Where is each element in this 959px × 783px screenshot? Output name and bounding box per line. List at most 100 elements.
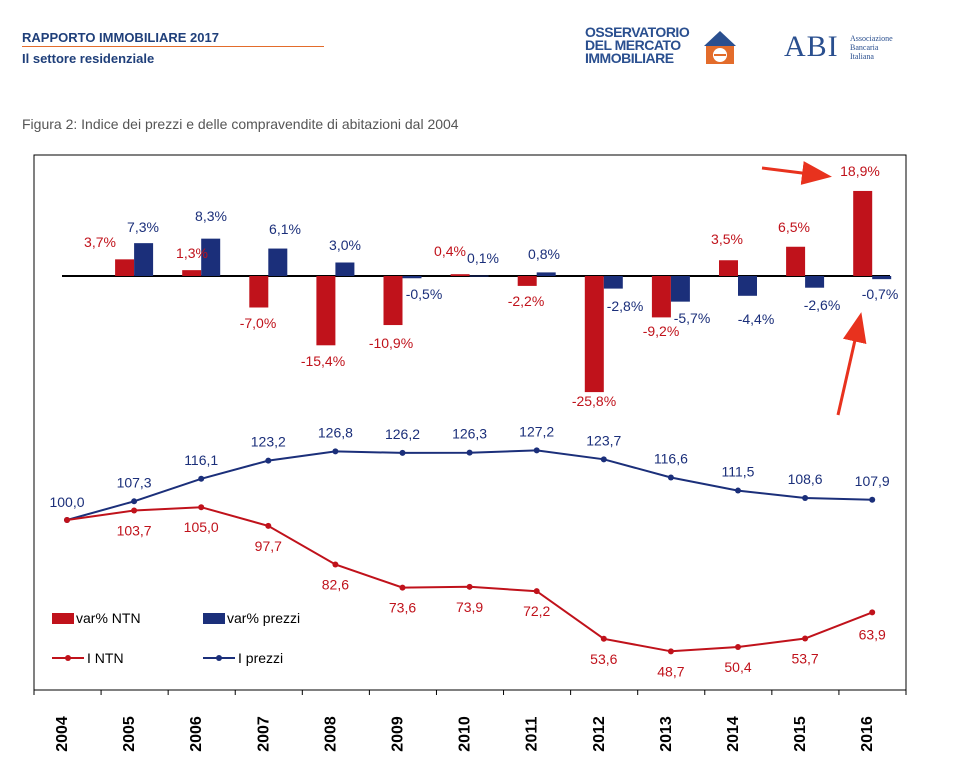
label-intn-2007: 97,7 [255, 538, 282, 554]
label-ntn-2012: -25,8% [572, 393, 616, 409]
point-ntn-2010 [466, 583, 473, 590]
point-ntn-2007 [265, 522, 272, 529]
label-intn-2006: 105,0 [184, 519, 219, 535]
label-iprezzi-2016: 107,9 [855, 473, 890, 489]
point-prezzi-2013 [667, 474, 674, 481]
label-prezzi-2010: 0,1% [467, 250, 499, 266]
label-ntn-2006: 1,3% [176, 245, 208, 261]
label-intn-2011: 72,2 [523, 603, 550, 619]
label-iprezzi-2006: 116,1 [184, 452, 218, 468]
label-iprezzi-2008: 126,8 [318, 424, 353, 440]
bar-prezzi-2012 [603, 276, 623, 289]
label-prezzi-2015: -2,6% [804, 297, 841, 313]
label-prezzi-2009: -0,5% [406, 286, 443, 302]
label-prezzi-2014: -4,4% [738, 311, 775, 327]
label-intn-2008: 82,6 [322, 577, 349, 593]
annotation-arrow-prezzi [836, 312, 867, 416]
bar-ntn-2016 [853, 190, 873, 276]
year-label-2005: 2005 [121, 716, 138, 752]
point-prezzi-2011 [533, 447, 540, 454]
label-intn-2016: 63,9 [859, 626, 886, 642]
label-iprezzi-2010: 126,3 [452, 426, 487, 442]
abi-logo: ABI [784, 30, 839, 63]
label-prezzi-2011: 0,8% [528, 246, 560, 262]
point-ntn-2012 [600, 635, 607, 642]
label-prezzi-2008: 3,0% [329, 237, 361, 253]
bar-ntn-2013 [651, 276, 671, 318]
point-prezzi-2008 [332, 448, 339, 455]
label-prezzi-2016: -0,7% [862, 286, 899, 302]
point-ntn-2006 [198, 504, 205, 511]
point-ntn-2005 [131, 507, 138, 514]
bar-prezzi-2016 [872, 276, 892, 280]
label-intn-2015: 53,7 [791, 651, 818, 667]
bar-prezzi-2014 [738, 276, 757, 296]
figure-caption: Figura 2: Indice dei prezzi e delle comp… [22, 116, 459, 132]
legend-ntn-swatch [52, 613, 74, 624]
year-label-2015: 2015 [792, 716, 809, 752]
legend-ntn-label: var% NTN [76, 610, 141, 626]
point-ntn-2009 [399, 584, 406, 591]
label-ntn-2014: 3,5% [711, 231, 743, 247]
point-ntn-2011 [533, 588, 540, 595]
year-label-2006: 2006 [188, 716, 205, 752]
label-ntn-2009: -10,9% [369, 335, 413, 351]
bar-ntn-2011 [517, 276, 537, 286]
omi-logo-text: OSSERVATORIO DEL MERCATO IMMOBILIARE [585, 24, 690, 65]
label-iprezzi-2007: 123,2 [251, 434, 286, 450]
point-prezzi-2005 [131, 498, 138, 505]
label-ntn-2007: -7,0% [240, 315, 277, 331]
point-ntn-2008 [332, 561, 339, 568]
year-label-2008: 2008 [322, 716, 339, 752]
bar-ntn-2006 [182, 270, 202, 276]
report-title: RAPPORTO IMMOBILIARE 2017 [22, 30, 219, 45]
legend-prezzi-label: var% prezzi [227, 610, 300, 626]
year-label-2013: 2013 [658, 716, 675, 752]
point-ntn-2004 [64, 517, 70, 523]
legend-intn-marker [65, 655, 71, 661]
annotation-arrow-ntn [761, 161, 832, 185]
label-prezzi-2013: -5,7% [674, 310, 711, 326]
label-intn-2013: 48,7 [657, 663, 684, 679]
year-label-2014: 2014 [725, 716, 742, 752]
bar-prezzi-2010 [469, 275, 489, 277]
label-ntn-2010: 0,4% [434, 243, 466, 259]
omi-emblem-icon [704, 31, 736, 64]
abi-logo-subtext: Associazione Bancaria Italiana [850, 34, 893, 61]
point-prezzi-2007 [265, 457, 272, 464]
label-intn-2012: 53,6 [590, 651, 617, 667]
abi-line-1: Associazione [850, 34, 893, 43]
label-iprezzi-2013: 116,6 [654, 451, 688, 467]
bar-ntn-2014 [719, 260, 738, 276]
point-ntn-2015 [802, 635, 809, 642]
omi-logo-line-2: DEL MERCATO [585, 37, 681, 53]
label-intn-2005: 103,7 [117, 523, 152, 539]
report-subtitle: Il settore residenziale [22, 51, 155, 66]
label-intn-2009: 73,6 [389, 600, 416, 616]
label-iprezzi-2011: 127,2 [519, 423, 554, 439]
bar-prezzi-2005 [134, 243, 154, 276]
bar-ntn-2015 [786, 246, 806, 276]
legend-iprezzi-label: I prezzi [238, 650, 283, 666]
point-prezzi-2006 [198, 475, 205, 482]
label-prezzi-2006: 8,3% [195, 208, 227, 224]
legend-prezzi-swatch [203, 613, 225, 624]
label-ntn-2015: 6,5% [778, 219, 810, 235]
year-label-2004: 2004 [54, 716, 71, 752]
bar-ntn-2010 [450, 274, 470, 276]
abi-line-2: Bancaria [850, 43, 879, 52]
point-prezzi-2010 [466, 449, 473, 456]
label-prezzi-2007: 6,1% [269, 221, 301, 237]
omi-logo-line-1: OSSERVATORIO [585, 24, 690, 40]
label-ntn-2013: -9,2% [643, 323, 680, 339]
label-iprezzi-2015: 108,6 [788, 471, 823, 487]
label-prezzi-2012: -2,8% [607, 298, 644, 314]
label-intn-2010: 73,9 [456, 599, 483, 615]
bar-prezzi-2006 [201, 238, 221, 276]
point-prezzi-2009 [399, 449, 406, 456]
label-ntn-2016: 18,9% [840, 163, 880, 179]
bar-prezzi-2011 [536, 272, 556, 276]
bar-ntn-2012 [584, 276, 604, 393]
label-prezzi-2005: 7,3% [127, 219, 159, 235]
label-iprezzi-2012: 123,7 [586, 432, 621, 448]
